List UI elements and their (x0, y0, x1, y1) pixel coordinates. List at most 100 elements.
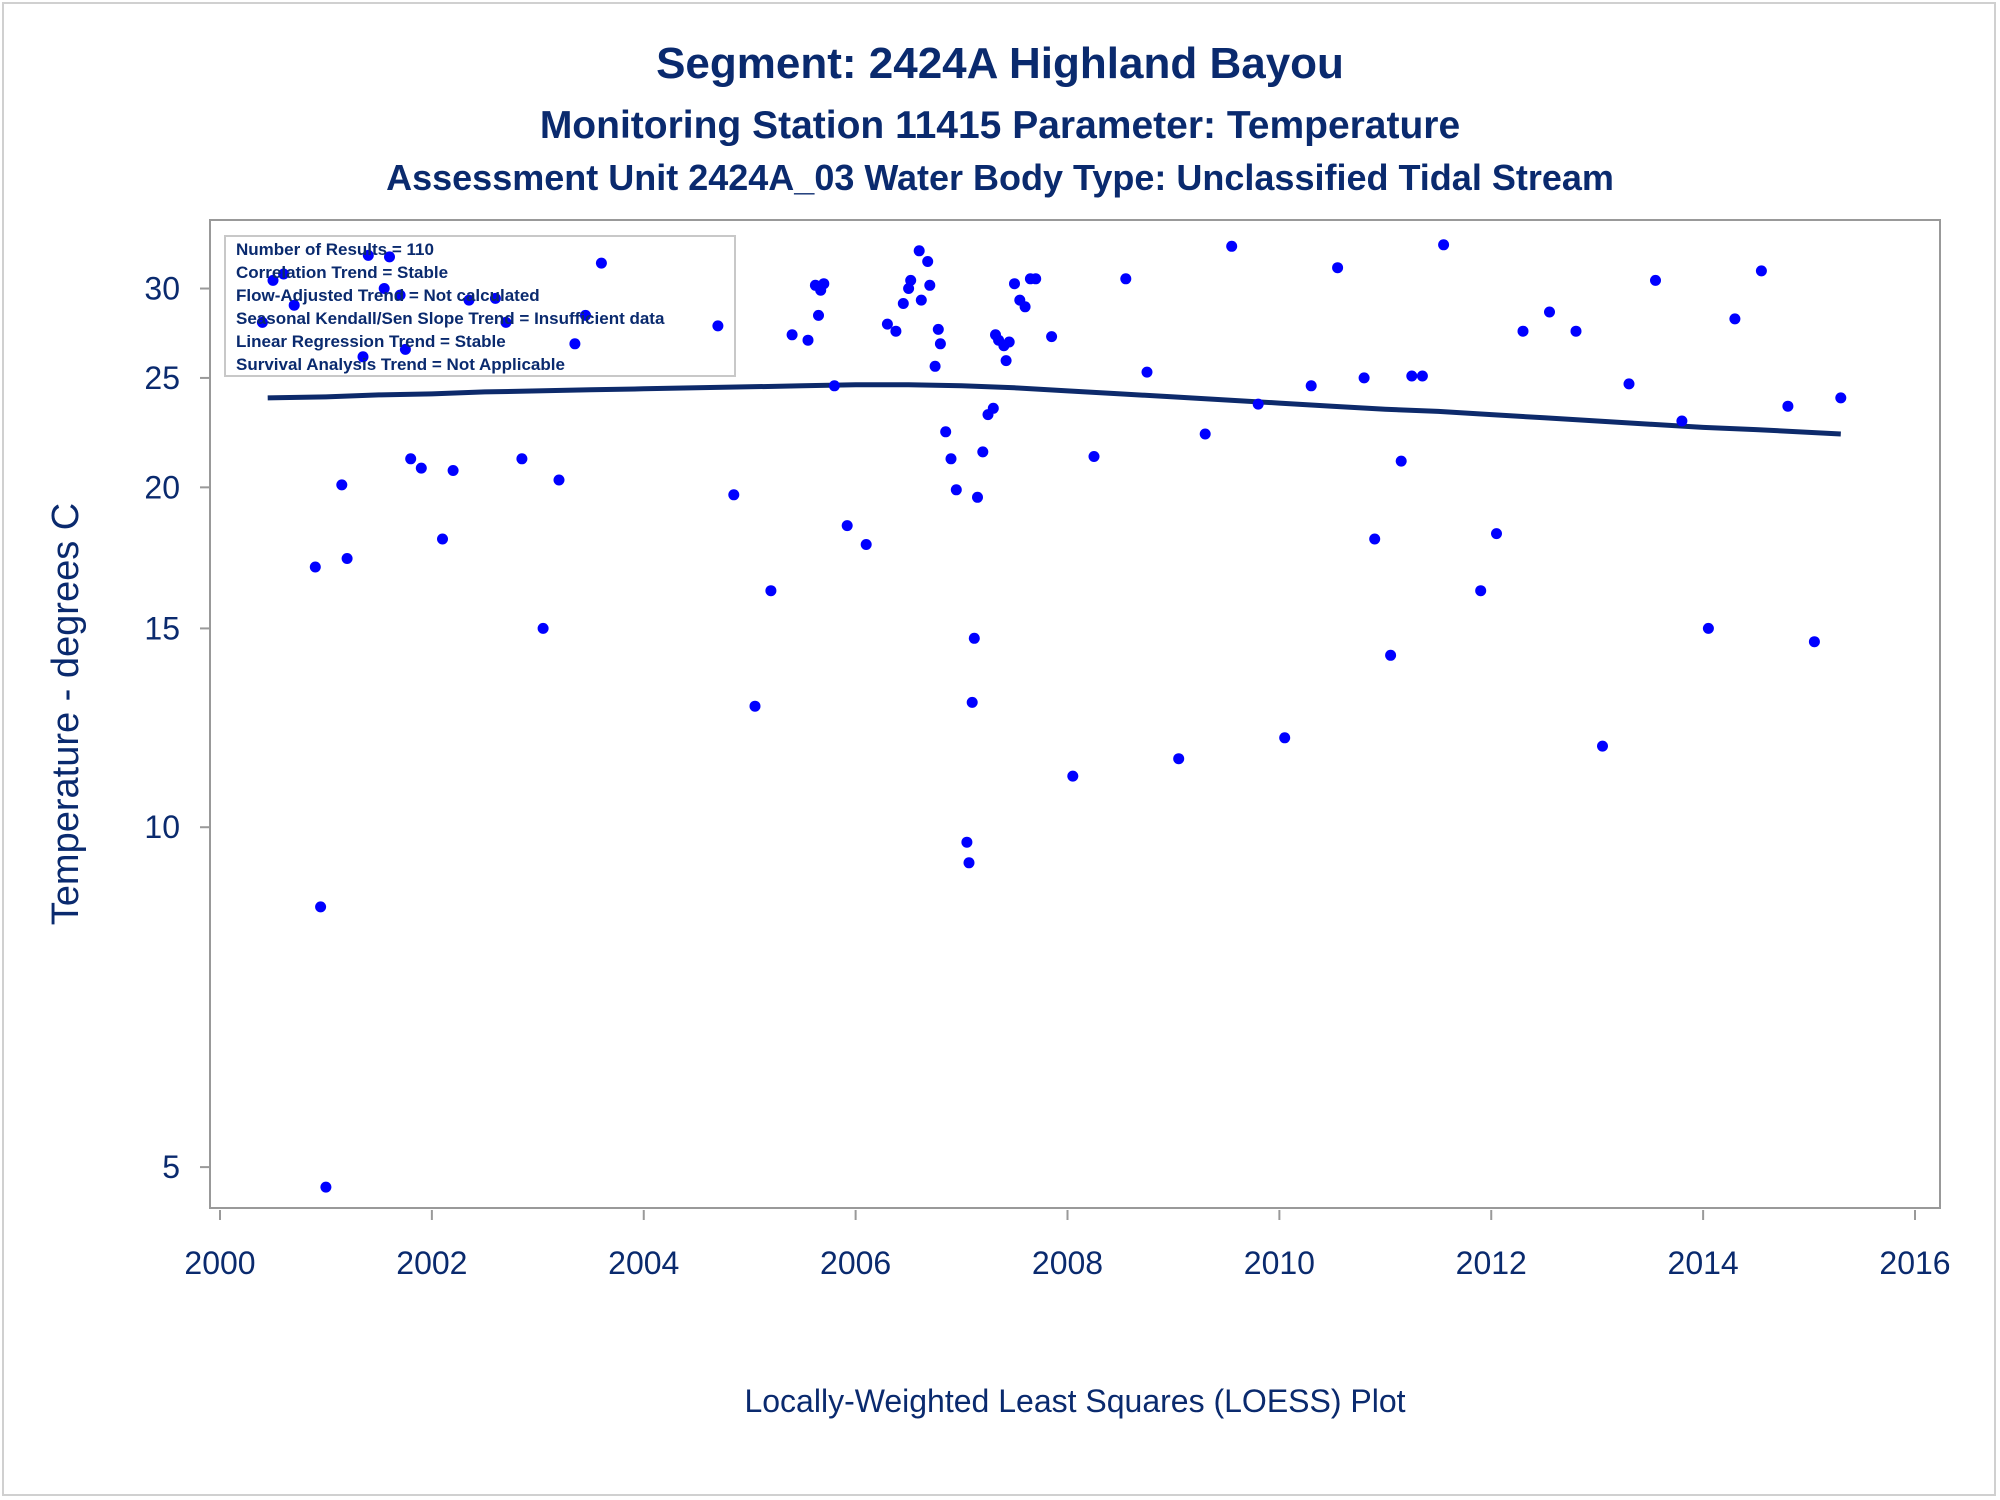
data-point (940, 426, 952, 438)
data-point (1141, 366, 1153, 378)
data-point (1623, 378, 1635, 390)
data-point (1332, 262, 1344, 274)
stats-box-border (224, 235, 736, 377)
data-point (384, 251, 395, 263)
data-point (977, 446, 989, 458)
data-point (1475, 585, 1487, 597)
data-point (1650, 274, 1661, 286)
data-point (362, 249, 374, 261)
data-point (500, 316, 512, 328)
data-point (341, 553, 353, 564)
data-point (309, 561, 321, 573)
x-axis: 2000 2002 2004 2006 2008 2010 2012 2014 2016 (184, 1210, 1951, 1281)
data-point (728, 489, 740, 501)
x-tick-label: 2006 (820, 1245, 891, 1281)
data-point (315, 901, 327, 913)
data-point (447, 465, 459, 476)
data-point (1416, 370, 1428, 382)
data-point (966, 696, 978, 708)
x-axis-label: Locally-Weighted Least Squares (LOESS) P… (744, 1383, 1405, 1419)
data-point (881, 318, 893, 330)
stats-box-line: Flow-Adjusted Trend = Not calculated (236, 286, 540, 305)
y-tick-label: 25 (144, 360, 180, 396)
data-point (1369, 533, 1381, 545)
data-point (1570, 325, 1582, 337)
data-point (437, 533, 448, 545)
data-point (1782, 400, 1794, 412)
stats-box-line: Correlation Trend = Stable (236, 263, 448, 282)
data-point (288, 299, 300, 311)
data-point (961, 836, 973, 848)
data-point (987, 402, 999, 414)
data-point (1702, 622, 1714, 634)
x-tick-label: 2002 (396, 1245, 467, 1281)
data-point (320, 1181, 332, 1193)
data-point (897, 298, 909, 309)
stats-box-line: Linear Regression Trend = Stable (236, 332, 506, 351)
chart-title: Segment: 2424A Highland Bayou (656, 39, 1344, 88)
y-tick-label: 5 (162, 1149, 180, 1185)
data-point (1729, 313, 1741, 325)
data-point (1046, 331, 1058, 343)
data-point (278, 268, 290, 280)
data-point (1088, 451, 1100, 462)
data-point (922, 256, 934, 267)
x-tick-label: 2004 (608, 1245, 679, 1281)
data-point (1199, 428, 1211, 440)
data-point (1279, 732, 1291, 744)
data-point (1517, 325, 1529, 337)
plot-area (209, 219, 1941, 1209)
data-point (463, 294, 475, 306)
data-point (336, 479, 348, 491)
data-point (415, 462, 427, 474)
data-point (905, 274, 917, 286)
y-axis-label: Temperature - degrees C (45, 503, 87, 925)
data-point (818, 278, 830, 290)
data-point (1173, 753, 1185, 765)
data-point (1597, 740, 1608, 752)
y-tick-label: 10 (144, 809, 180, 845)
y-tick-label: 15 (144, 610, 180, 646)
data-point (1385, 649, 1397, 661)
data-point (913, 245, 925, 257)
data-point (1000, 355, 1012, 367)
data-point (1067, 770, 1079, 782)
data-point (915, 294, 927, 306)
data-point (813, 309, 824, 321)
data-point (945, 453, 957, 465)
data-point (256, 316, 268, 328)
data-point (1491, 528, 1502, 540)
x-tick-label: 2008 (1032, 1245, 1103, 1281)
data-point (1226, 240, 1238, 252)
data-point (394, 289, 406, 301)
chart-subtitle: Monitoring Station 11415 Parameter: Temp… (540, 104, 1460, 147)
data-point (968, 632, 980, 644)
data-point (841, 520, 853, 532)
data-point (1406, 370, 1418, 382)
stats-box-line: Survival Analysis Trend = Not Applicable (236, 355, 565, 374)
data-point (1305, 380, 1317, 392)
loess-line (267, 382, 1841, 437)
data-point (1438, 239, 1450, 251)
data-point (934, 338, 946, 350)
data-point (405, 453, 417, 465)
loess-layer (267, 382, 1841, 437)
data-point (1544, 306, 1555, 318)
chart-subtitle-2: Assessment Unit 2424A_03 Water Body Type… (386, 157, 1614, 198)
stats-box-line: Seasonal Kendall/Sen Slope Trend = Insuf… (236, 309, 665, 328)
data-point (595, 257, 607, 269)
data-point (489, 292, 501, 304)
data-point (1009, 278, 1020, 290)
data-point (378, 283, 390, 294)
data-point (1003, 336, 1015, 348)
x-tick-label: 2010 (1244, 1245, 1315, 1281)
data-point (1019, 301, 1031, 313)
data-point (1030, 273, 1042, 285)
data-point (802, 334, 814, 346)
data-point (1676, 415, 1688, 427)
data-point (860, 539, 872, 550)
data-point (580, 309, 591, 321)
data-point (765, 585, 777, 597)
data-point (712, 320, 724, 332)
